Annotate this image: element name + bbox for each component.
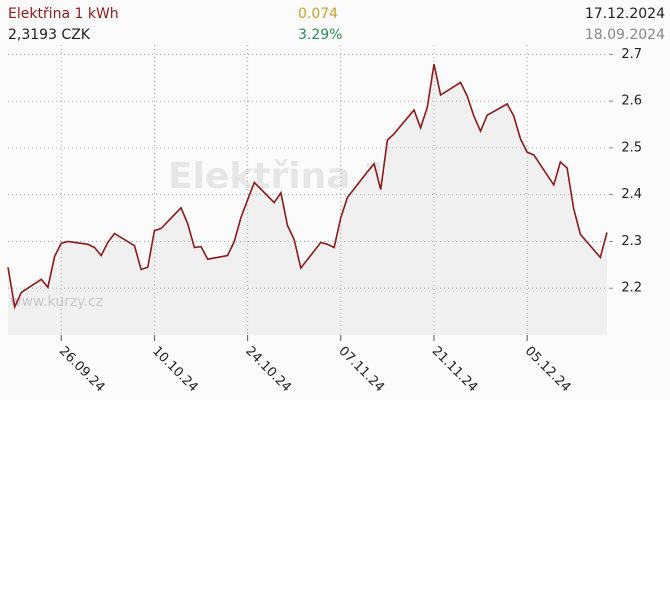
change-percent: 3.29%	[298, 27, 342, 43]
y-tick-label: 2.6	[621, 94, 642, 109]
y-tick-label: 2.7	[621, 47, 642, 62]
y-tick-label: 2.4	[621, 187, 642, 202]
area-fill	[8, 64, 607, 335]
change: 0.074	[298, 6, 338, 22]
chart-title: Elektřina 1 kWh	[8, 6, 119, 22]
date-end: 17.12.2024	[585, 6, 665, 22]
y-tick-label: 2.3	[621, 234, 642, 249]
line	[7, 64, 608, 310]
watermark: www.kurzy.cz	[10, 294, 103, 310]
date-start: 18.09.2024	[585, 27, 665, 43]
price: 2,3193 CZK	[8, 27, 91, 43]
y-tick-label: 2.5	[621, 140, 642, 155]
y-tick-label: 2.2	[621, 281, 642, 296]
